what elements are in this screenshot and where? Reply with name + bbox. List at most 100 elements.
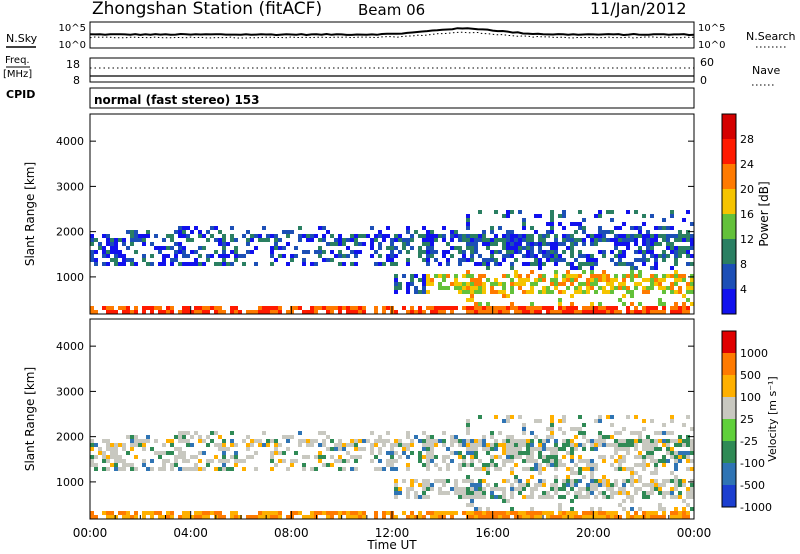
heatmap-cell — [446, 447, 450, 451]
heatmap-cell — [378, 467, 382, 471]
heatmap-cell — [506, 459, 510, 463]
heatmap-cell — [330, 250, 334, 254]
heatmap-cell — [478, 238, 482, 242]
heatmap-cell — [646, 515, 650, 519]
heatmap-cell — [642, 427, 646, 431]
heatmap-cell — [478, 290, 482, 294]
heatmap-cell — [438, 262, 442, 266]
heatmap-cell — [674, 475, 678, 479]
heatmap-cell — [114, 258, 118, 262]
heatmap-cell — [550, 218, 554, 222]
heatmap-cell — [622, 447, 626, 451]
heatmap-cell — [498, 455, 502, 459]
heatmap-cell — [186, 439, 190, 443]
heatmap-cell — [338, 447, 342, 451]
heatmap-cell — [662, 234, 666, 238]
heatmap-cell — [314, 439, 318, 443]
heatmap-cell — [206, 511, 210, 515]
heatmap-cell — [642, 483, 646, 487]
heatmap-cell — [510, 415, 514, 419]
heatmap-cell — [534, 467, 538, 471]
heatmap-cell — [606, 435, 610, 439]
heatmap-cell — [102, 439, 106, 443]
heatmap-cell — [590, 258, 594, 262]
heatmap-cell — [466, 246, 470, 250]
heatmap-cell — [122, 459, 126, 463]
heatmap-cell — [690, 427, 694, 431]
heatmap-cell — [154, 234, 158, 238]
heatmap-cell — [498, 515, 502, 519]
heatmap-cell — [642, 455, 646, 459]
heatmap-cell — [490, 487, 494, 491]
heatmap-cell — [690, 290, 694, 294]
heatmap-cell — [266, 511, 270, 515]
heatmap-cell — [522, 427, 526, 431]
heatmap-cell — [570, 499, 574, 503]
heatmap-cell — [502, 238, 506, 242]
heatmap-cell — [150, 515, 154, 519]
heatmap-cell — [410, 278, 414, 282]
heatmap-cell — [494, 242, 498, 246]
heatmap-cell — [374, 306, 378, 310]
heatmap-cell — [686, 503, 690, 507]
heatmap-cell — [578, 455, 582, 459]
heatmap-cell — [630, 431, 634, 435]
heatmap-cell — [402, 242, 406, 246]
heatmap-cell — [318, 451, 322, 455]
heatmap-cell — [246, 515, 250, 519]
velocity-ylabel: Slant Range [km] — [23, 367, 37, 471]
heatmap-cell — [386, 459, 390, 463]
heatmap-cell — [474, 487, 478, 491]
heatmap-cell — [370, 238, 374, 242]
heatmap-cell — [114, 310, 118, 314]
heatmap-cell — [538, 447, 542, 451]
heatmap-cell — [498, 431, 502, 435]
heatmap-cell — [182, 226, 186, 230]
heatmap-cell — [622, 238, 626, 242]
heatmap-cell — [482, 443, 486, 447]
heatmap-cell — [450, 254, 454, 258]
heatmap-cell — [554, 234, 558, 238]
heatmap-cell — [622, 242, 626, 246]
heatmap-cell — [570, 439, 574, 443]
heatmap-cell — [94, 455, 98, 459]
heatmap-cell — [474, 278, 478, 282]
heatmap-cell — [566, 475, 570, 479]
heatmap-cell — [134, 515, 138, 519]
heatmap-cell — [482, 487, 486, 491]
heatmap-cell — [638, 230, 642, 234]
colorbar-tick-label: 12 — [740, 233, 754, 246]
heatmap-cell — [470, 459, 474, 463]
heatmap-cell — [690, 302, 694, 306]
heatmap-cell — [670, 310, 674, 314]
heatmap-cell — [218, 443, 222, 447]
heatmap-cell — [106, 242, 110, 246]
heatmap-cell — [398, 439, 402, 443]
heatmap-cell — [674, 467, 678, 471]
heatmap-cell — [542, 491, 546, 495]
heatmap-cell — [618, 258, 622, 262]
heatmap-cell — [446, 463, 450, 467]
heatmap-cell — [194, 455, 198, 459]
heatmap-cell — [474, 306, 478, 310]
heatmap-cell — [426, 495, 430, 499]
heatmap-cell — [442, 483, 446, 487]
heatmap-cell — [690, 286, 694, 290]
heatmap-cell — [630, 483, 634, 487]
heatmap-cell — [258, 238, 262, 242]
heatmap-cell — [470, 250, 474, 254]
heatmap-cell — [194, 306, 198, 310]
colorbar-frame — [721, 330, 737, 508]
heatmap-cell — [614, 431, 618, 435]
heatmap-cell — [206, 258, 210, 262]
heatmap-cell — [98, 246, 102, 250]
heatmap-cell — [482, 242, 486, 246]
heatmap-cell — [550, 459, 554, 463]
heatmap-cell — [646, 286, 650, 290]
heatmap-cell — [186, 226, 190, 230]
heatmap-cell — [634, 515, 638, 519]
heatmap-cell — [498, 487, 502, 491]
y-tick-label: 1000 — [56, 271, 84, 284]
heatmap-cell — [202, 310, 206, 314]
heatmap-cell — [430, 306, 434, 310]
